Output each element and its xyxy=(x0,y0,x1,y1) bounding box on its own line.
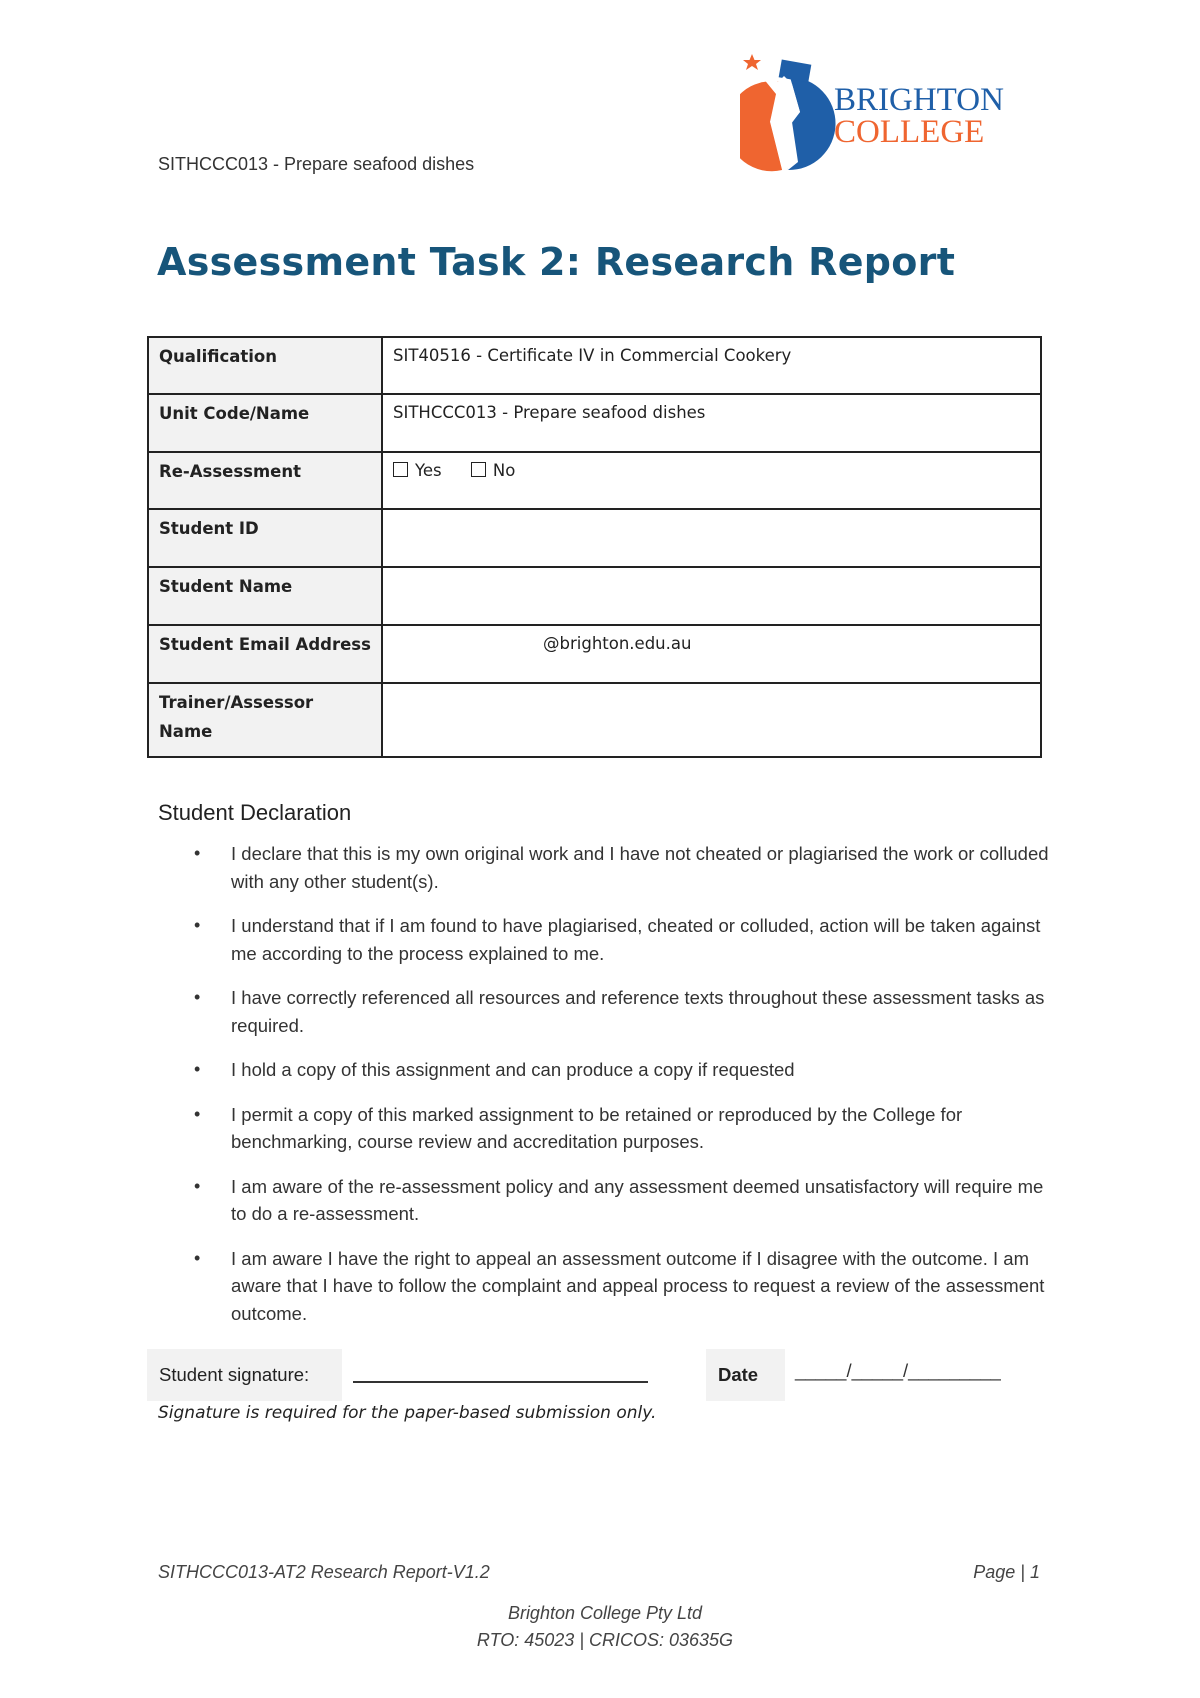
date-label: Date xyxy=(706,1349,785,1401)
table-row: Trainer/Assessor Name xyxy=(147,682,1042,758)
list-item: • I hold a copy of this assignment and ca… xyxy=(158,1056,1058,1084)
signature-field[interactable] xyxy=(353,1381,648,1383)
footer-registration: RTO: 45023 | CRICOS: 03635G xyxy=(476,1630,734,1650)
row-label: Student Email Address xyxy=(147,624,383,684)
list-item: • I have correctly referenced all resourc… xyxy=(158,984,1058,1039)
table-row: Student ID xyxy=(147,508,1042,568)
declaration-heading: Student Declaration xyxy=(158,800,352,825)
date-field[interactable]: _____/_____/_________ xyxy=(795,1360,1001,1381)
row-label: Student ID xyxy=(147,508,383,568)
table-row: Student Name xyxy=(147,566,1042,626)
bullet-icon: • xyxy=(194,1059,201,1079)
row-label: Re-Assessment xyxy=(147,451,383,510)
bullet-icon: • xyxy=(194,1247,201,1268)
row-label: Student Name xyxy=(147,566,383,626)
list-item: • I declare that this is my own original … xyxy=(158,840,1058,895)
brighton-college-logo: BRIGHTON COLLEGE xyxy=(726,52,1020,177)
logo-line2: COLLEGE xyxy=(834,114,984,150)
declaration-list: • I declare that this is my own original … xyxy=(158,840,1058,1344)
list-item: • I permit a copy of this marked assignme… xyxy=(158,1101,1058,1156)
yes-checkbox[interactable]: Yes xyxy=(393,461,442,480)
student-info-table: Qualification SIT40516 - Certificate IV … xyxy=(147,336,1042,758)
row-label: Qualification xyxy=(147,336,383,395)
no-label: No xyxy=(492,461,516,480)
row-label: Trainer/Assessor Name xyxy=(147,682,383,758)
bullet-icon: • xyxy=(194,915,201,935)
signature-note: Signature is required for the paper-base… xyxy=(158,1403,657,1423)
header-unit-text: SITHCCC013 - Prepare seafood dishes xyxy=(158,154,475,174)
yes-label: Yes xyxy=(415,461,442,480)
list-item: • I am aware I have the right to appeal a… xyxy=(158,1245,1058,1328)
bullet-icon: • xyxy=(194,1175,201,1196)
no-checkbox[interactable]: No xyxy=(470,461,516,480)
footer-company: Brighton College Pty Ltd xyxy=(507,1603,703,1623)
bullet-icon: • xyxy=(194,1103,201,1124)
row-label: Unit Code/Name xyxy=(147,393,383,453)
trainer-name-field[interactable] xyxy=(381,682,1042,758)
bullet-icon: • xyxy=(194,843,201,863)
footer-page-number: Page | 1 xyxy=(973,1562,1040,1582)
bullet-icon: • xyxy=(194,987,201,1007)
list-item: • I am aware of the re-assessment policy … xyxy=(158,1173,1058,1228)
table-row: Unit Code/Name SITHCCC013 - Prepare seaf… xyxy=(147,393,1042,453)
page-title: Assessment Task 2: Research Report xyxy=(157,240,956,284)
footer-doc-id: SITHCCC013-AT2 Research Report-V1.2 xyxy=(158,1562,490,1582)
logo-line1: BRIGHTON xyxy=(834,82,1004,118)
student-id-field[interactable] xyxy=(381,508,1042,568)
signature-label: Student signature: xyxy=(147,1349,342,1401)
list-item: • I understand that if I am found to have… xyxy=(158,912,1058,967)
checkbox-icon[interactable] xyxy=(470,462,486,477)
unit-value: SITHCCC013 - Prepare seafood dishes xyxy=(381,393,1042,453)
student-email-field[interactable]: @brighton.edu.au xyxy=(381,624,1042,684)
table-row: Student Email Address @brighton.edu.au xyxy=(147,624,1042,684)
table-row: Re-Assessment Yes No xyxy=(147,451,1042,510)
table-row: Qualification SIT40516 - Certificate IV … xyxy=(147,336,1042,395)
qualification-value: SIT40516 - Certificate IV in Commercial … xyxy=(381,336,1042,395)
student-name-field[interactable] xyxy=(381,566,1042,626)
reassessment-options: Yes No xyxy=(381,451,1042,510)
checkbox-icon[interactable] xyxy=(393,462,408,477)
